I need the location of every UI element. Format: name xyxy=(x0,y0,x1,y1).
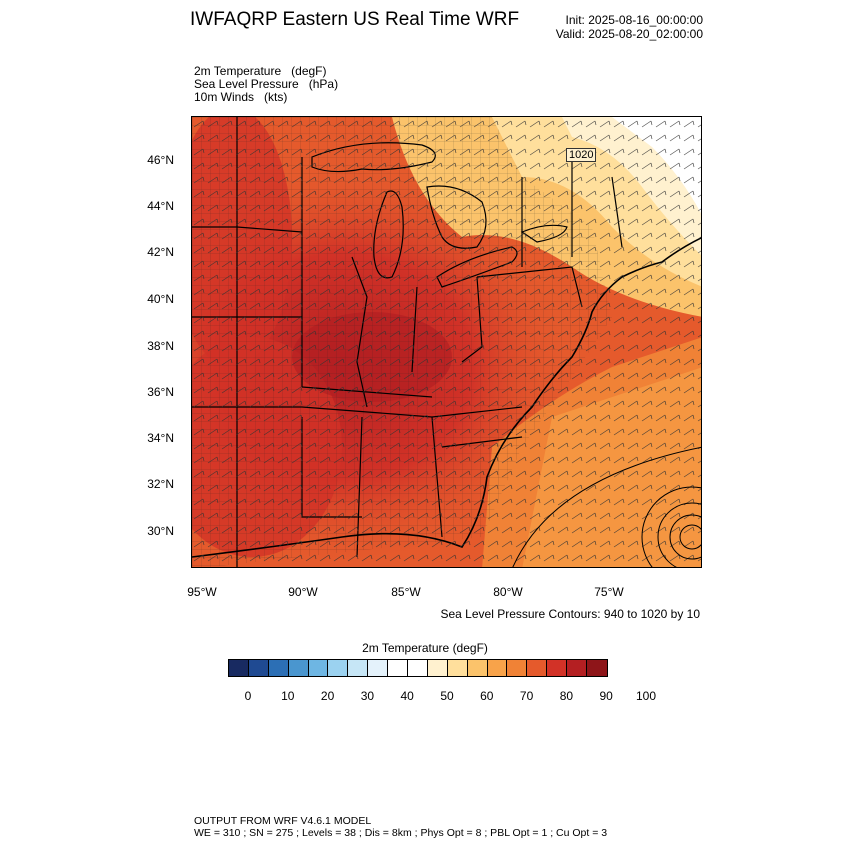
lat-label: 38°N xyxy=(147,339,174,353)
field-pressure: Sea Level Pressure (hPa) xyxy=(194,77,339,91)
colorbar-swatch xyxy=(288,660,309,676)
footer-model: OUTPUT FROM WRF V4.6.1 MODEL xyxy=(194,815,372,827)
contour-note: Sea Level Pressure Contours: 940 to 1020… xyxy=(440,607,701,621)
lat-label: 42°N xyxy=(147,245,174,259)
plot-title: IWFAQRP Eastern US Real Time WRF xyxy=(190,9,520,30)
lat-label: 36°N xyxy=(147,385,174,399)
footer-config: WE = 310 ; SN = 275 ; Levels = 38 ; Dis … xyxy=(194,827,608,839)
init-valid-times: Init: 2025-08-16_00:00:00 Valid: 2025-08… xyxy=(556,13,703,41)
colorbar-swatch xyxy=(567,660,588,676)
lon-label: 90°W xyxy=(288,585,318,599)
colorbar-tick-label: 70 xyxy=(519,689,534,703)
colorbar-title: 2m Temperature (degF) xyxy=(362,641,488,655)
colorbar-tick-label: 80 xyxy=(559,689,574,703)
lat-label: 30°N xyxy=(147,524,174,538)
colorbar-swatch xyxy=(229,660,249,676)
field-temperature: 2m Temperature (degF) xyxy=(194,64,327,78)
colorbar-tick-label: 40 xyxy=(400,689,414,703)
colorbar-swatch xyxy=(547,660,568,676)
lat-label: 46°N xyxy=(147,153,174,167)
valid-time: Valid: 2025-08-20_02:00:00 xyxy=(555,27,703,41)
colorbar-swatch xyxy=(348,660,369,676)
colorbar-swatch xyxy=(487,660,508,676)
colorbar-swatch xyxy=(527,660,548,676)
colorbar-tick-label: 10 xyxy=(281,689,295,703)
colorbar-tick-label: 90 xyxy=(599,689,613,703)
model-footer: OUTPUT FROM WRF V4.6.1 MODEL WE = 310 ; … xyxy=(194,815,607,839)
colorbar-swatch xyxy=(408,660,428,676)
colorbar-swatch xyxy=(328,660,349,676)
colorbar-swatch xyxy=(268,660,289,676)
colorbar-tick-label: 60 xyxy=(480,689,494,703)
colorbar-swatch xyxy=(248,660,269,676)
pressure-contours xyxy=(512,446,701,567)
field-list: 2m Temperature (degF) Sea Level Pressure … xyxy=(194,65,338,104)
colorbar-swatch xyxy=(587,660,607,676)
lat-label: 32°N xyxy=(147,477,174,491)
colorbar-swatch xyxy=(427,660,448,676)
colorbar-tick-label: 20 xyxy=(320,689,335,703)
lat-label: 40°N xyxy=(147,292,174,306)
field-winds: 10m Winds (kts) xyxy=(194,90,288,104)
colorbar-tick-label: 0 xyxy=(244,689,252,703)
colorbar xyxy=(228,659,608,677)
lon-label: 85°W xyxy=(391,585,421,599)
colorbar-swatch xyxy=(308,660,329,676)
colorbar-swatch xyxy=(368,660,389,676)
lat-label: 34°N xyxy=(147,431,174,445)
colorbar-swatch xyxy=(467,660,488,676)
pressure-contour-label: 1020 xyxy=(566,148,597,162)
colorbar-swatch xyxy=(388,660,409,676)
lon-label: 80°W xyxy=(493,585,523,599)
weather-map: 1020 xyxy=(191,116,702,568)
colorbar-tick-label: 100 xyxy=(635,689,657,703)
colorbar-tick-label: 30 xyxy=(360,689,375,703)
colorbar-swatch xyxy=(507,660,528,676)
colorbar-tick-label: 50 xyxy=(440,689,454,703)
lat-label: 44°N xyxy=(147,199,174,213)
lon-label: 75°W xyxy=(594,585,624,599)
init-time: Init: 2025-08-16_00:00:00 xyxy=(565,13,703,27)
lon-label: 95°W xyxy=(187,585,217,599)
colorbar-swatch xyxy=(447,660,468,676)
